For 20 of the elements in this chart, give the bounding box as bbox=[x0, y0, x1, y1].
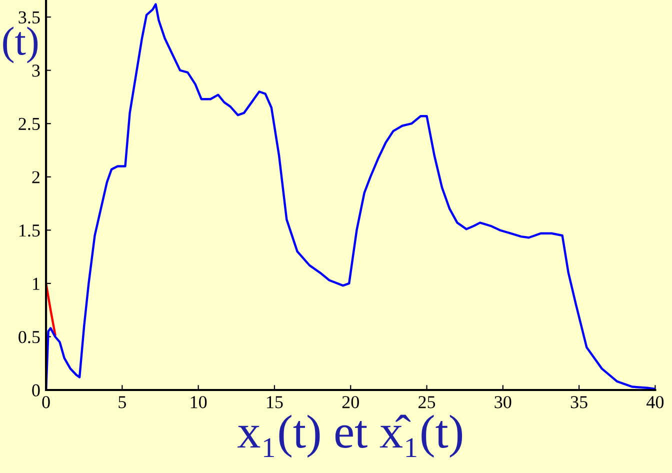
x-tick-label: 10 bbox=[190, 396, 207, 408]
x-tick-label: 40 bbox=[646, 396, 664, 408]
y-tick-label: 2 bbox=[32, 171, 40, 184]
y-tick-label: 2.5 bbox=[18, 118, 40, 130]
y-tick-label: 1.5 bbox=[19, 224, 40, 237]
line-series bbox=[46, 3, 656, 390]
y-tick-label: 0 bbox=[32, 384, 40, 396]
text: (t) bbox=[3, 26, 38, 64]
x-tick-label: 20 bbox=[342, 396, 359, 408]
x-tick-label: 35 bbox=[570, 396, 588, 408]
x-tick-label: 30 bbox=[494, 396, 512, 408]
y-tick-label: 0.5 bbox=[18, 330, 40, 344]
y-tick-label: 3 bbox=[32, 64, 40, 77]
x-tick-label: 5 bbox=[118, 396, 126, 408]
y-tick-label: 3.5 bbox=[18, 11, 40, 24]
x-tick-label: 25 bbox=[418, 396, 436, 408]
y-tick-label: 1 bbox=[33, 278, 40, 290]
x-tick-label: 15 bbox=[267, 396, 283, 408]
x-axis-title: x₁(t) et x̂₁(t) bbox=[238, 414, 462, 458]
x-tick-label: 0 bbox=[42, 396, 50, 408]
